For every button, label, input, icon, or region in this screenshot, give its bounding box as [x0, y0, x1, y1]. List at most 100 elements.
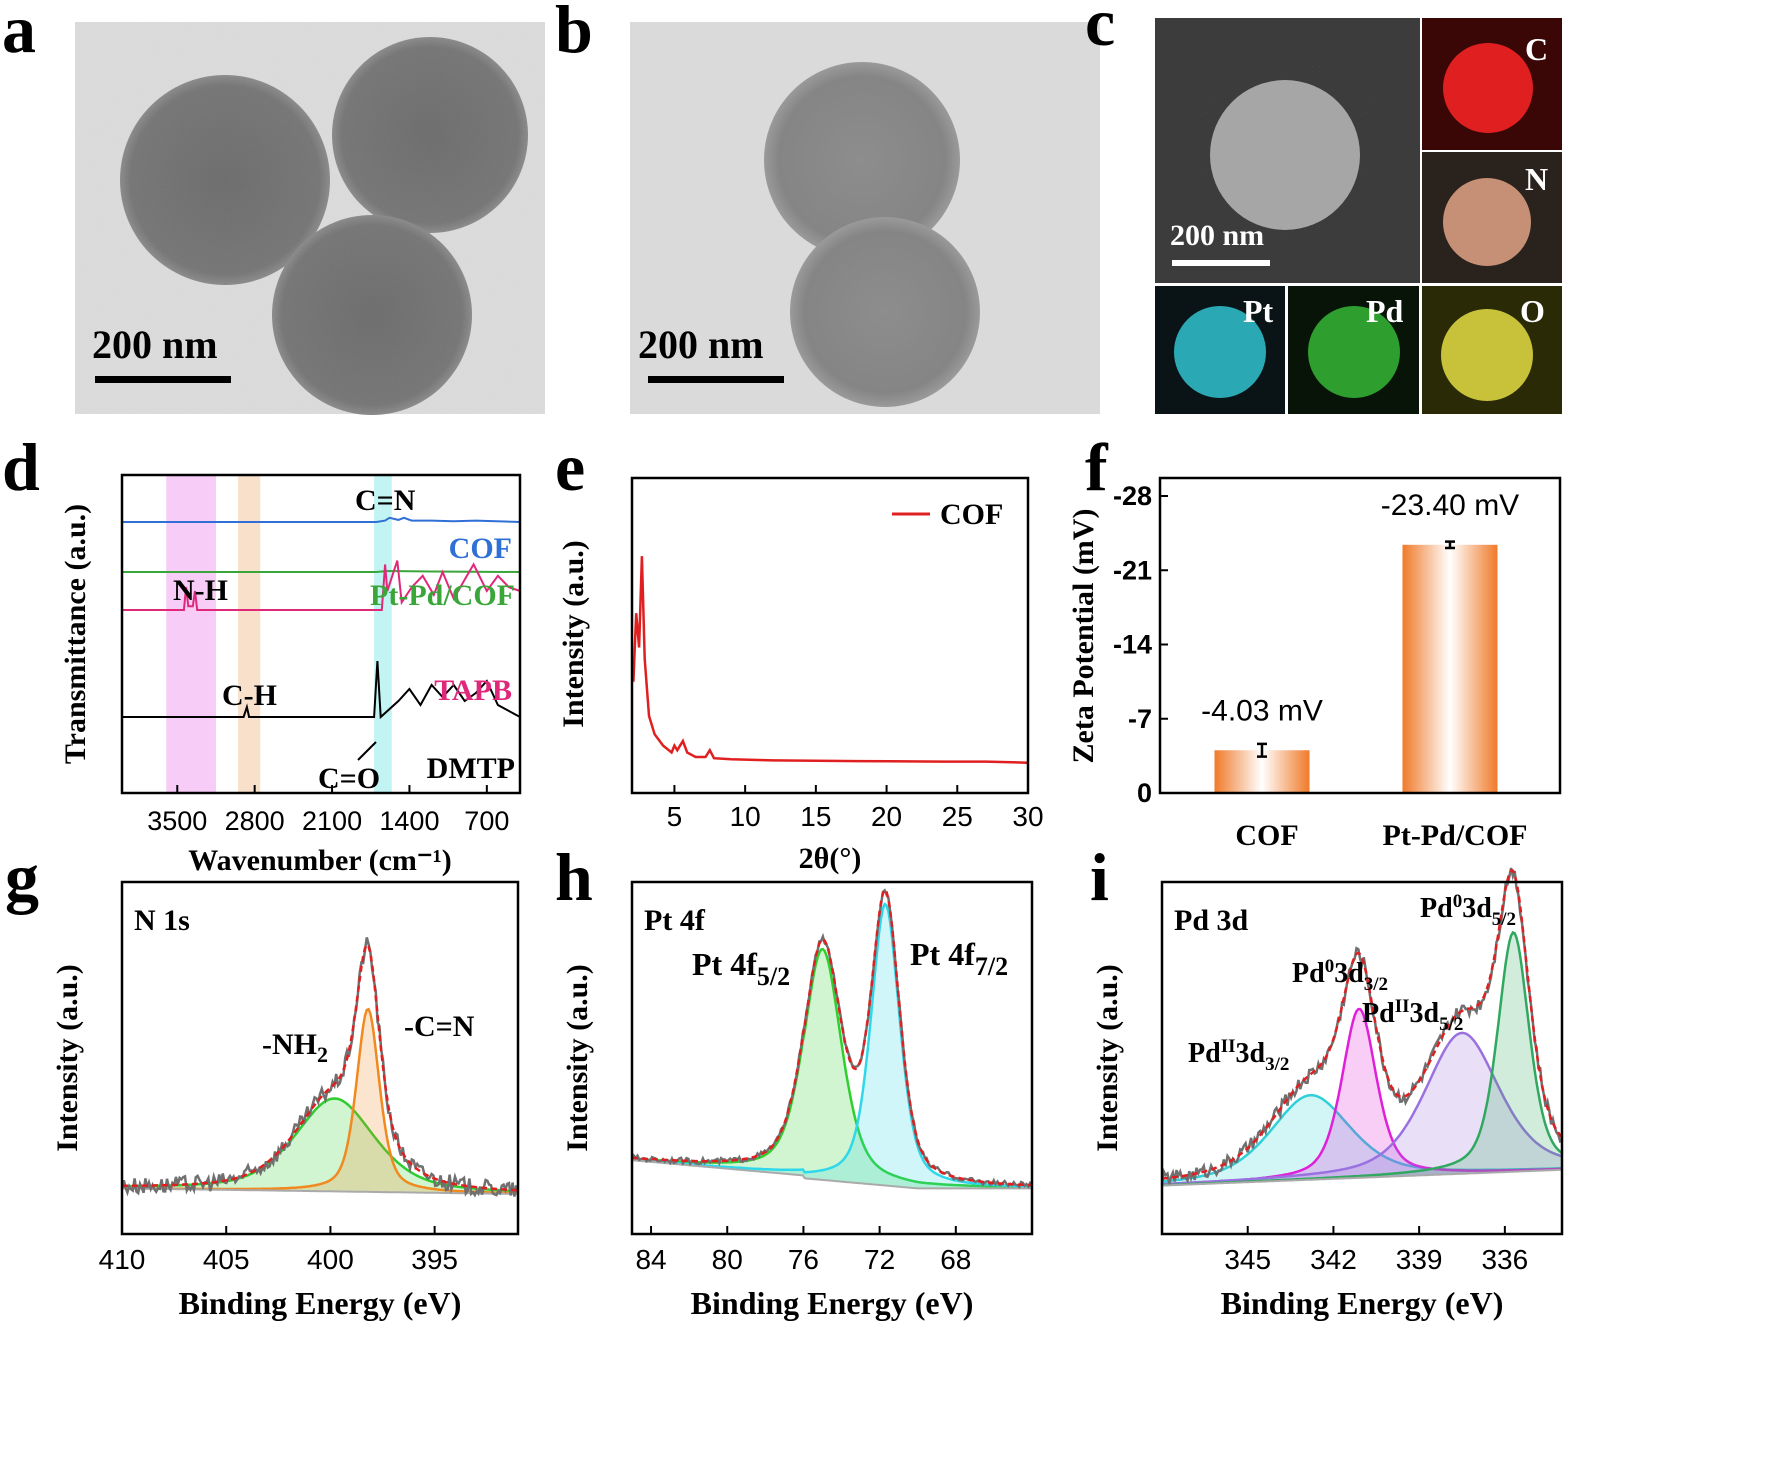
x-axis-label: 2θ(°)	[799, 842, 862, 875]
highlight-band	[238, 475, 261, 793]
plot-frame	[630, 476, 1030, 795]
scale-bar	[95, 376, 231, 383]
peak-fill	[1162, 1032, 1562, 1186]
peak-fill	[632, 949, 1032, 1189]
plot-frame	[120, 880, 520, 1236]
peak-label-pdii-3d32: PdII3d3/2	[1188, 1036, 1289, 1075]
annotation: C=O	[318, 762, 380, 795]
peak-label-pd0-3d32: Pd03d3/2	[1292, 956, 1388, 995]
x-axis-label: Wavenumber (cm⁻¹)	[188, 844, 451, 877]
peak-label-pt4f52: Pt 4f5/2	[692, 946, 790, 991]
chart-xps-pt4f: 84 80 76 72 68 Binding Energy (eV) Intensity (…	[561, 880, 1034, 1321]
x-tick-label: 76	[788, 1244, 819, 1275]
map-label-pd: Pd	[1366, 293, 1404, 329]
chart-zeta: -4.03 mV COF -23.40 mV Pt-Pd/COF -28 -21 -14 -7…	[1067, 476, 1562, 852]
series-line-dmtp	[122, 660, 521, 720]
highlight-band	[374, 475, 392, 793]
legend-label: COF	[449, 532, 512, 565]
panel-letter-a: a	[2, 0, 36, 67]
legend-label: COF	[940, 498, 1003, 531]
panel-letter-d: d	[2, 429, 40, 505]
x-tick-label: 72	[864, 1244, 895, 1275]
x-tick-label: 405	[203, 1244, 250, 1275]
x-tick-label: 20	[871, 801, 902, 832]
series-line-cof	[632, 556, 1029, 764]
bar-ptpdcof	[1402, 544, 1498, 793]
scale-bar-label: 200 nm	[638, 322, 764, 367]
series-line-tapb	[122, 560, 521, 611]
peak-label-pt4f72: Pt 4f7/2	[910, 936, 1008, 981]
x-tick-label: 342	[1310, 1244, 1357, 1275]
x-tick-label: 345	[1224, 1244, 1271, 1275]
x-tick-label: 80	[712, 1244, 743, 1275]
x-tick-label: 1400	[379, 806, 439, 836]
map-label-o: O	[1520, 293, 1545, 329]
x-tick-label: 5	[667, 801, 683, 832]
legend-label: TAPB	[434, 674, 512, 707]
background-line	[631, 1159, 1032, 1190]
x-tick-label: 700	[464, 806, 509, 836]
peak-fill	[122, 1098, 518, 1194]
x-tick-label: 2100	[302, 806, 362, 836]
map-label-n: N	[1525, 161, 1548, 197]
annotation-arrow	[357, 741, 377, 761]
peak-fill	[1162, 932, 1562, 1186]
panel-letter-e: e	[555, 429, 585, 505]
plot-frame	[120, 473, 522, 795]
x-tick-label: 68	[940, 1244, 971, 1275]
x-tick-label: 15	[800, 801, 831, 832]
series-line-cof	[122, 516, 521, 523]
peak-component	[631, 947, 1032, 1189]
peak-component	[1161, 1031, 1563, 1186]
y-tick-label: -21	[1113, 555, 1152, 585]
spectrum-title: Pt 4f	[644, 904, 706, 937]
x-tick-label: 336	[1481, 1244, 1528, 1275]
panel-letter-i: i	[1090, 839, 1109, 915]
x-tick-label: 3500	[147, 806, 207, 836]
peak-label-cn: -C=N	[404, 1010, 475, 1043]
annotation: N-H	[173, 574, 228, 607]
x-tick-label: 400	[307, 1244, 354, 1275]
chart-xps-n1s: 410 405 400 395 Binding Energy (eV) Intensity…	[51, 880, 520, 1321]
y-axis-label: Intensity (a.u.)	[1091, 964, 1124, 1152]
x-tick-label: 339	[1396, 1244, 1443, 1275]
annotation: C=N	[355, 484, 416, 517]
x-axis-label: Binding Energy (eV)	[179, 1285, 462, 1321]
value-label: -23.40 mV	[1381, 489, 1519, 522]
x-tick-label: 410	[99, 1244, 146, 1275]
y-tick-label: -7	[1128, 704, 1152, 734]
x-tick-label: 10	[730, 801, 761, 832]
raw-data-line	[630, 888, 1033, 1189]
spectrum-title: Pd 3d	[1174, 904, 1249, 937]
scale-bar-label: 200 nm	[92, 322, 218, 367]
raw-data-line	[120, 937, 520, 1198]
spectrum-title: N 1s	[134, 904, 190, 937]
map-label-pt: Pt	[1243, 293, 1274, 329]
panel-c: 200 nm C N Pt Pd O	[1155, 18, 1562, 414]
x-tick-label: 25	[942, 801, 973, 832]
annotation: C-H	[222, 679, 277, 712]
chart-xrd: 5 10 15 20 25 30 2θ(°) Intensity (a.u.) COF	[557, 476, 1044, 875]
category-label: COF	[1235, 819, 1298, 852]
chart-ftir: 3500 2800 2100 1400 700 Wavenumber (cm⁻¹) Tran…	[59, 473, 522, 877]
background-line	[1161, 1168, 1563, 1187]
x-axis-label: Binding Energy (eV)	[691, 1285, 974, 1321]
plot-frame	[1158, 476, 1562, 795]
panel-letter-b: b	[555, 0, 593, 67]
y-tick-label: 0	[1137, 778, 1152, 808]
peak-label-pd0-3d52: Pd03d5/2	[1420, 891, 1516, 930]
panel-letter-h: h	[555, 839, 593, 915]
fit-envelope-line	[122, 942, 519, 1192]
map-label-c: C	[1525, 31, 1548, 67]
chart-xps-pd3d: 345 342 339 336 Binding Energy (eV) Intensity…	[1091, 867, 1564, 1321]
category-label: Pt-Pd/COF	[1383, 819, 1528, 852]
y-axis-label: Zeta Potential (mV)	[1067, 509, 1100, 764]
scale-bar	[648, 376, 784, 383]
panel-letter-c: c	[1085, 0, 1115, 60]
y-tick-label: -28	[1113, 481, 1152, 511]
x-tick-label: 30	[1012, 801, 1043, 832]
x-axis-label: Binding Energy (eV)	[1221, 1285, 1504, 1321]
y-tick-label: -14	[1113, 630, 1152, 660]
plot-frame	[1160, 880, 1564, 1236]
